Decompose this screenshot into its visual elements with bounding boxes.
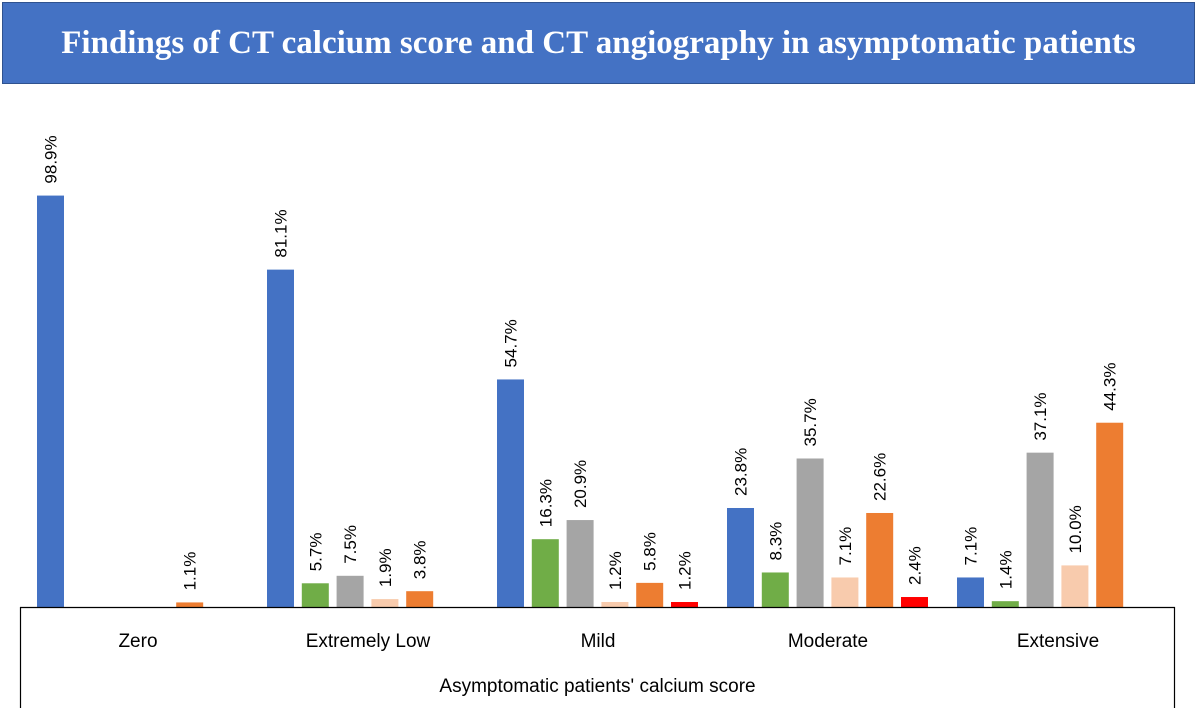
bar-moderate-series-5 [866, 512, 894, 607]
bar-moderate-series-2 [761, 572, 789, 607]
bar-mild-series-6 [671, 602, 698, 607]
bar-moderate-series-3 [796, 458, 824, 607]
bar-extensive-series-5 [1096, 422, 1124, 607]
data-label: 7.1% [836, 527, 855, 566]
value-labels-group: 98.9% 81.1% 54.7% 23.8% 7.1% 5.7% 16.3% 8.3% 1.4… [42, 135, 1120, 590]
data-label: 8.3% [766, 522, 785, 561]
bar-extensive-series-1 [957, 577, 984, 607]
data-label: 1.2% [676, 551, 695, 590]
data-label: 81.1% [272, 209, 291, 257]
category-label: Zero [118, 631, 157, 652]
bar-extremely-low-series-5 [406, 591, 434, 607]
chart-title: Findings of CT calcium score and CT angi… [61, 25, 1136, 61]
chart-title-banner: Findings of CT calcium score and CT angi… [2, 2, 1195, 84]
x-axis-title: Asymptomatic patients' calcium score [439, 676, 756, 697]
data-label: 1.4% [996, 550, 1015, 589]
data-label: 23.8% [732, 448, 751, 496]
bar-zero-series-5 [176, 602, 204, 607]
bar-moderate-series-4 [831, 577, 859, 607]
axis-group: Zero Extremely Low Mild Moderate Extensive [19, 606, 1176, 708]
data-label: 7.1% [962, 527, 981, 566]
bar-mild-series-4 [601, 602, 629, 607]
data-label: 1.2% [606, 551, 625, 590]
category-label: Extremely Low [306, 631, 431, 652]
data-label: 54.7% [502, 319, 521, 367]
data-label: 37.1% [1031, 392, 1050, 440]
data-label: 1.1% [181, 552, 200, 591]
bar-zero-series-1 [37, 195, 64, 608]
data-label: 35.7% [801, 398, 820, 446]
data-label: 10.0% [1066, 505, 1085, 553]
bar-extremely-low-series-4 [371, 599, 399, 607]
category-label: Mild [581, 631, 616, 652]
data-label: 16.3% [536, 479, 555, 527]
bar-moderate-series-6 [901, 597, 928, 607]
bar-mild-series-3 [566, 520, 594, 607]
bars-group [37, 195, 1124, 608]
bar-extensive-series-3 [1026, 452, 1054, 607]
data-label: 44.3% [1101, 363, 1120, 411]
bar-extensive-series-4 [1061, 565, 1089, 607]
data-label: 7.5% [341, 525, 360, 564]
bar-mild-series-2 [531, 539, 559, 607]
bar-extremely-low-series-2 [301, 583, 329, 607]
bar-extremely-low-series-1 [267, 269, 294, 607]
data-label: 5.8% [641, 532, 660, 571]
category-label: Moderate [788, 631, 868, 652]
bar-extremely-low-series-3 [336, 575, 364, 607]
data-label: 20.9% [571, 460, 590, 508]
data-label: 22.6% [871, 453, 890, 501]
bar-extensive-series-2 [991, 601, 1019, 607]
bar-moderate-series-1 [727, 507, 754, 607]
data-label: 3.8% [411, 540, 430, 579]
data-label: 1.9% [376, 548, 395, 587]
bar-mild-series-5 [636, 582, 664, 607]
bar-mild-series-1 [497, 379, 524, 607]
category-label: Extensive [1017, 631, 1099, 652]
data-label: 2.4% [906, 546, 925, 585]
data-label: 98.9% [42, 135, 61, 183]
data-label: 5.7% [306, 533, 325, 572]
